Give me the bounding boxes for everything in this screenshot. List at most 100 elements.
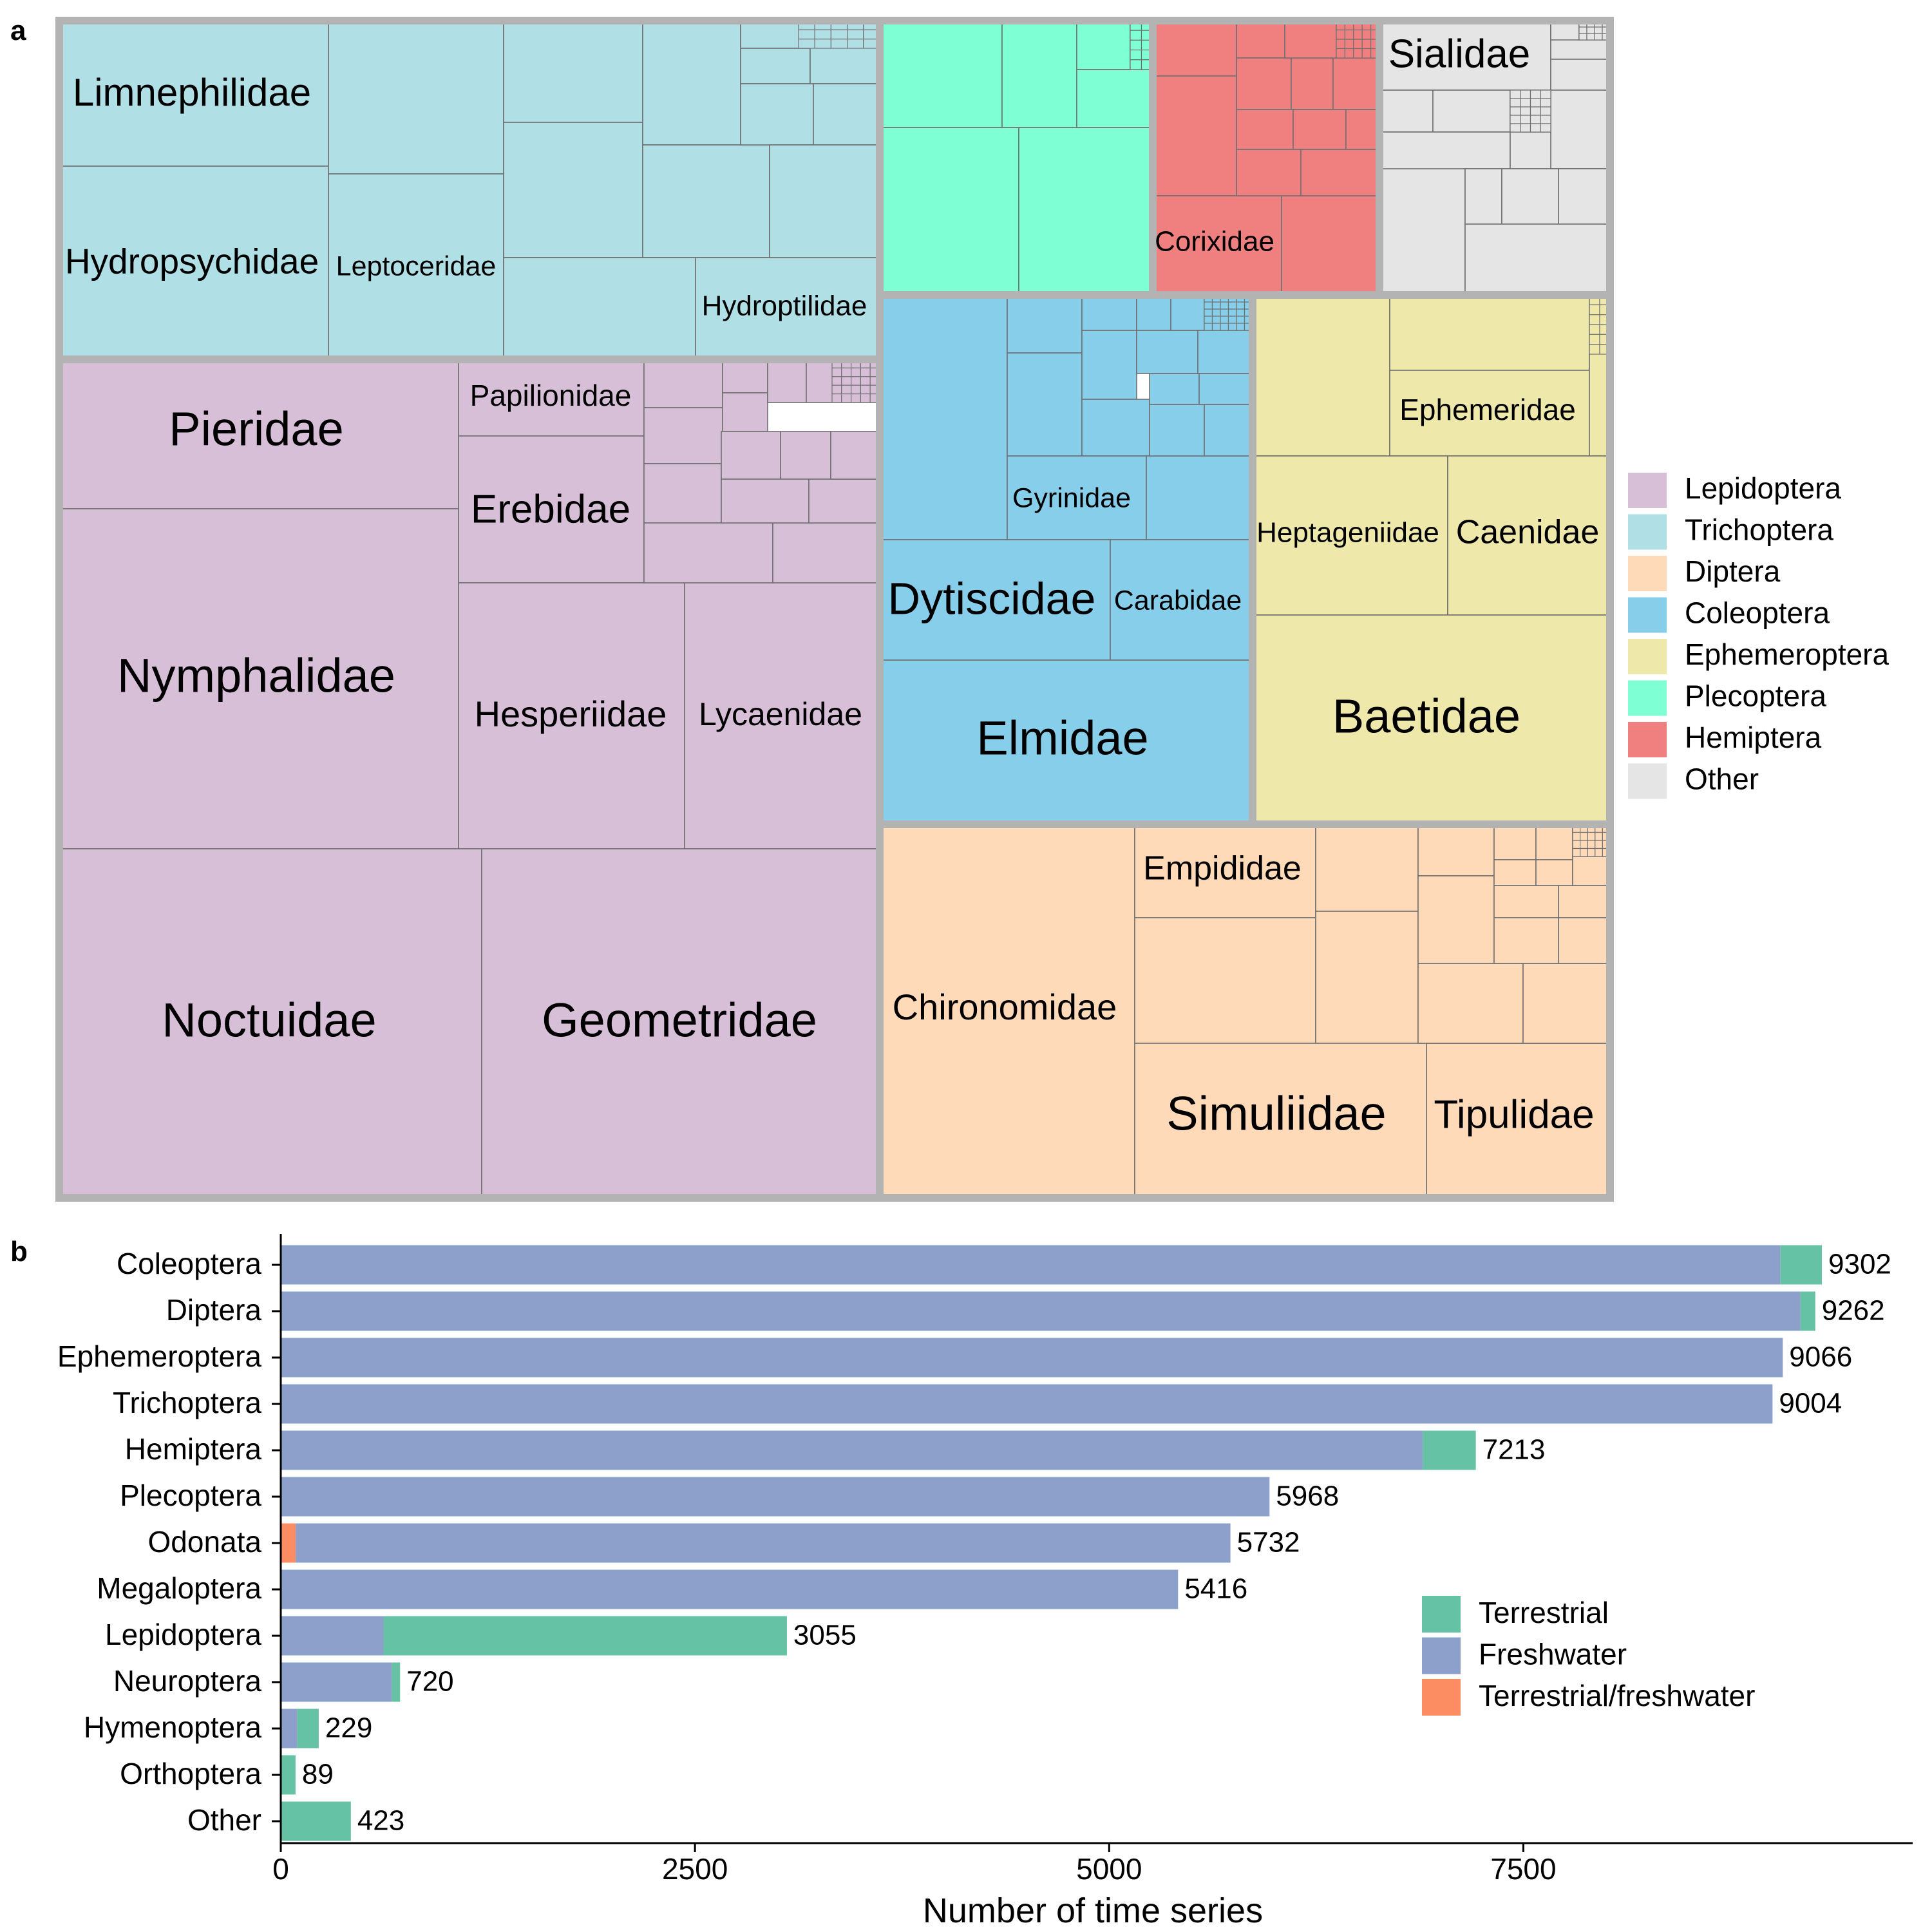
treemap-cell	[1130, 30, 1142, 41]
treemap-cell	[1220, 301, 1229, 310]
bar-segment	[1423, 1430, 1476, 1470]
legend-swatch	[1628, 680, 1667, 716]
treemap-cell	[1417, 963, 1524, 1044]
treemap-cell	[1464, 223, 1611, 296]
treemap-cell	[1530, 106, 1541, 116]
treemap-cell	[1293, 109, 1347, 150]
treemap-cell	[879, 659, 1253, 825]
treemap-labels: Limnephilidae Hydropsychidae Leptoceridae H…	[65, 32, 1600, 1140]
family-label: Dytiscidae	[888, 573, 1096, 623]
treemap-cell	[1464, 168, 1502, 225]
treemap-cell	[1417, 875, 1495, 964]
treemap-cell	[1558, 168, 1611, 225]
bar-segment	[281, 1245, 1781, 1285]
legend-item: Plecoptera	[1628, 679, 1826, 716]
treemap-cell	[1291, 57, 1334, 110]
bar-value-label: 423	[357, 1805, 404, 1837]
treemap-cell	[643, 359, 723, 408]
treemap-cell	[1204, 323, 1213, 331]
treemap-cell	[328, 20, 504, 175]
treemap-cell	[458, 359, 645, 437]
treemap-cell	[850, 376, 861, 386]
family-label: Elmidae	[976, 712, 1148, 765]
family-label: Baetidae	[1332, 690, 1520, 743]
family-label: Hesperiidae	[475, 694, 667, 734]
treemap-cell	[1315, 911, 1419, 1044]
treemap-cell	[813, 83, 880, 146]
treemap-cell	[1344, 29, 1354, 40]
treemap-cell	[850, 384, 861, 395]
treemap-cell	[1520, 115, 1531, 124]
treemap-cell	[1076, 69, 1153, 128]
treemap-cell	[1007, 352, 1083, 457]
treemap-cell	[1578, 33, 1587, 41]
treemap-cell	[830, 39, 848, 49]
treemap-small-cells	[798, 20, 880, 49]
legend-item: Hemiptera	[1628, 721, 1822, 757]
legend-label: Hemiptera	[1685, 721, 1822, 754]
treemap-cell	[1540, 115, 1551, 124]
bar-legend-label: Terrestrial/freshwater	[1479, 1679, 1755, 1712]
treemap-cell	[1520, 123, 1531, 133]
bar-value-label: 9004	[1779, 1388, 1842, 1419]
treemap-cell	[1572, 856, 1611, 886]
bar-segment	[281, 1477, 1270, 1517]
family-label: Lycaenidae	[699, 696, 862, 732]
treemap-cell	[1007, 455, 1147, 540]
bar-legend-item: Terrestrial/freshwater	[1422, 1679, 1755, 1716]
treemap-cell	[721, 431, 781, 480]
family-label: Noctuidae	[162, 994, 376, 1047]
treemap-cell	[59, 508, 459, 849]
bar-value-label: 5968	[1276, 1481, 1339, 1512]
bar-value-label: 7213	[1482, 1434, 1546, 1466]
treemap-cell	[1134, 1043, 1427, 1198]
treemap-cell	[1149, 404, 1205, 457]
treemap-cell	[59, 359, 459, 509]
treemap-cell	[1535, 824, 1573, 860]
treemap-cell	[1379, 131, 1511, 169]
treemap-cell	[695, 257, 880, 360]
treemap-cell	[643, 463, 722, 524]
treemap-cell	[1510, 106, 1521, 116]
treemap-cell	[1136, 294, 1171, 331]
family-label: Papilionidae	[470, 379, 632, 412]
treemap-cell	[1572, 831, 1581, 841]
treemap-cell	[860, 367, 871, 377]
treemap-group-lepidoptera	[59, 359, 880, 1198]
treemap-cell	[642, 20, 741, 146]
bar-row: 9302 Coleoptera	[117, 1245, 1891, 1285]
family-label: Hydropsychidae	[65, 242, 319, 281]
bar-legend-swatch	[1422, 1679, 1461, 1716]
treemap-cell	[1252, 294, 1390, 457]
treemap-cell	[1550, 59, 1611, 91]
treemap-cell	[1134, 824, 1316, 918]
treemap-cell	[1389, 370, 1590, 457]
treemap-cell	[1361, 29, 1372, 40]
treemap-cell	[1236, 301, 1245, 310]
treemap-cell	[1595, 840, 1604, 849]
treemap-cell	[1520, 98, 1531, 108]
bar-value-label: 720	[406, 1666, 453, 1698]
treemap-cell	[1236, 323, 1245, 331]
treemap-cell	[1281, 195, 1380, 296]
bar-segment	[1800, 1291, 1815, 1331]
category-tick-label: Hemiptera	[125, 1432, 262, 1466]
family-label: Gyrinidae	[1012, 482, 1131, 513]
treemap-cell	[846, 29, 864, 40]
treemap-cell	[1152, 195, 1282, 296]
treemap-group-hemiptera	[1152, 20, 1380, 296]
bar-value-label: 229	[325, 1712, 372, 1744]
treemap-cell	[841, 367, 852, 377]
bar-value-label: 5732	[1237, 1527, 1300, 1558]
bar-segment	[383, 1616, 787, 1656]
treemap-group-plecoptera	[879, 20, 1153, 296]
treemap-cell	[1227, 323, 1237, 331]
legend-item: Ephemeroptera	[1628, 638, 1889, 674]
treemap-cell	[1580, 831, 1588, 841]
treemap-cell	[1220, 323, 1229, 331]
family-label: Hydroptilidae	[702, 290, 867, 322]
x-axis-title: Number of time series	[923, 1891, 1263, 1930]
treemap-cell	[1284, 20, 1337, 59]
treemap-small-cells	[831, 359, 880, 403]
treemap-cell	[831, 376, 842, 386]
